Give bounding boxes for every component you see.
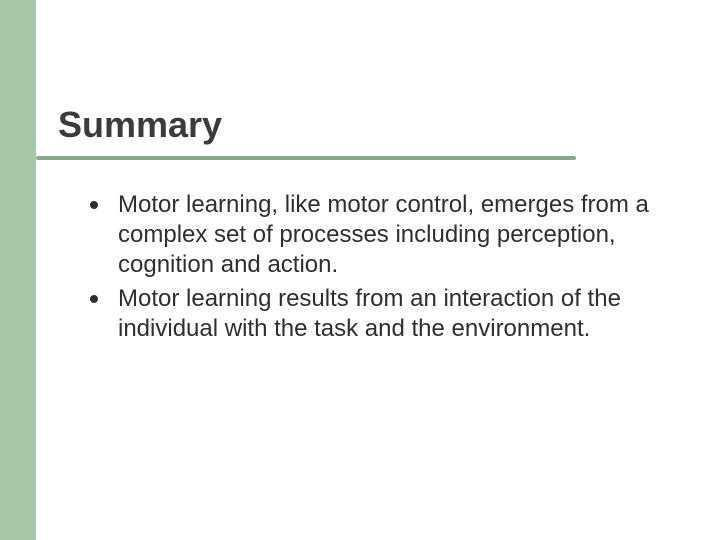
list-item-text: Motor learning, like motor control, emer… <box>118 191 649 278</box>
bullet-icon <box>90 295 98 303</box>
left-accent-band <box>0 0 36 540</box>
list-item-text: Motor learning results from an interacti… <box>118 285 621 342</box>
slide: Summary Motor learning, like motor contr… <box>0 0 720 540</box>
list-item: Motor learning results from an interacti… <box>90 284 650 344</box>
title-underline <box>36 156 576 160</box>
bullet-icon <box>90 201 98 209</box>
slide-title: Summary <box>58 104 222 146</box>
bullet-list: Motor learning, like motor control, emer… <box>90 190 650 344</box>
body-text: Motor learning, like motor control, emer… <box>90 190 650 348</box>
list-item: Motor learning, like motor control, emer… <box>90 190 650 280</box>
